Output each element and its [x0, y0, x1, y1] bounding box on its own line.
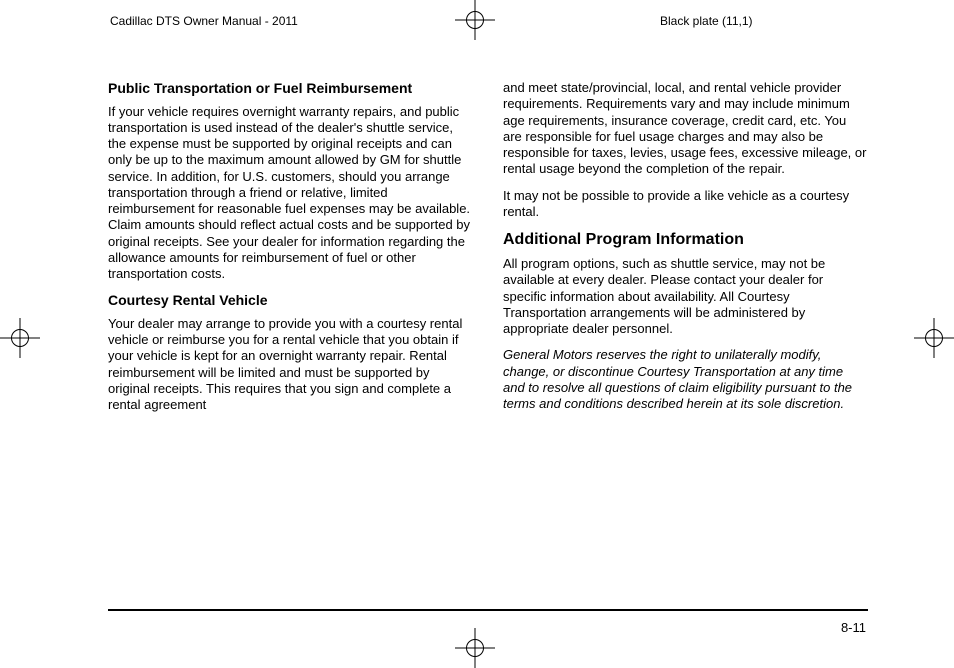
para-public-transportation: If your vehicle requires overnight warra…: [108, 104, 473, 283]
heading-public-transportation: Public Transportation or Fuel Reimbursem…: [108, 80, 473, 98]
right-column: and meet state/provincial, local, and re…: [503, 80, 868, 423]
header-left-text: Cadillac DTS Owner Manual - 2011: [110, 14, 298, 28]
page-number: 8-11: [841, 620, 866, 635]
reg-mark-top: [455, 0, 495, 40]
reg-mark-bottom: [455, 628, 495, 668]
para-program-options: All program options, such as shuttle ser…: [503, 256, 868, 337]
para-rental-requirements: and meet state/provincial, local, and re…: [503, 80, 868, 178]
page-content: Public Transportation or Fuel Reimbursem…: [108, 80, 868, 423]
header-right-text: Black plate (11,1): [660, 14, 753, 28]
reg-mark-right: [914, 318, 954, 358]
heading-courtesy-rental: Courtesy Rental Vehicle: [108, 292, 473, 310]
para-gm-rights: General Motors reserves the right to uni…: [503, 347, 868, 412]
para-courtesy-rental: Your dealer may arrange to provide you w…: [108, 316, 473, 414]
heading-additional-info: Additional Program Information: [503, 230, 868, 250]
para-like-vehicle: It may not be possible to provide a like…: [503, 188, 868, 221]
footer-rule: [108, 609, 868, 611]
left-column: Public Transportation or Fuel Reimbursem…: [108, 80, 473, 423]
reg-mark-left: [0, 318, 40, 358]
